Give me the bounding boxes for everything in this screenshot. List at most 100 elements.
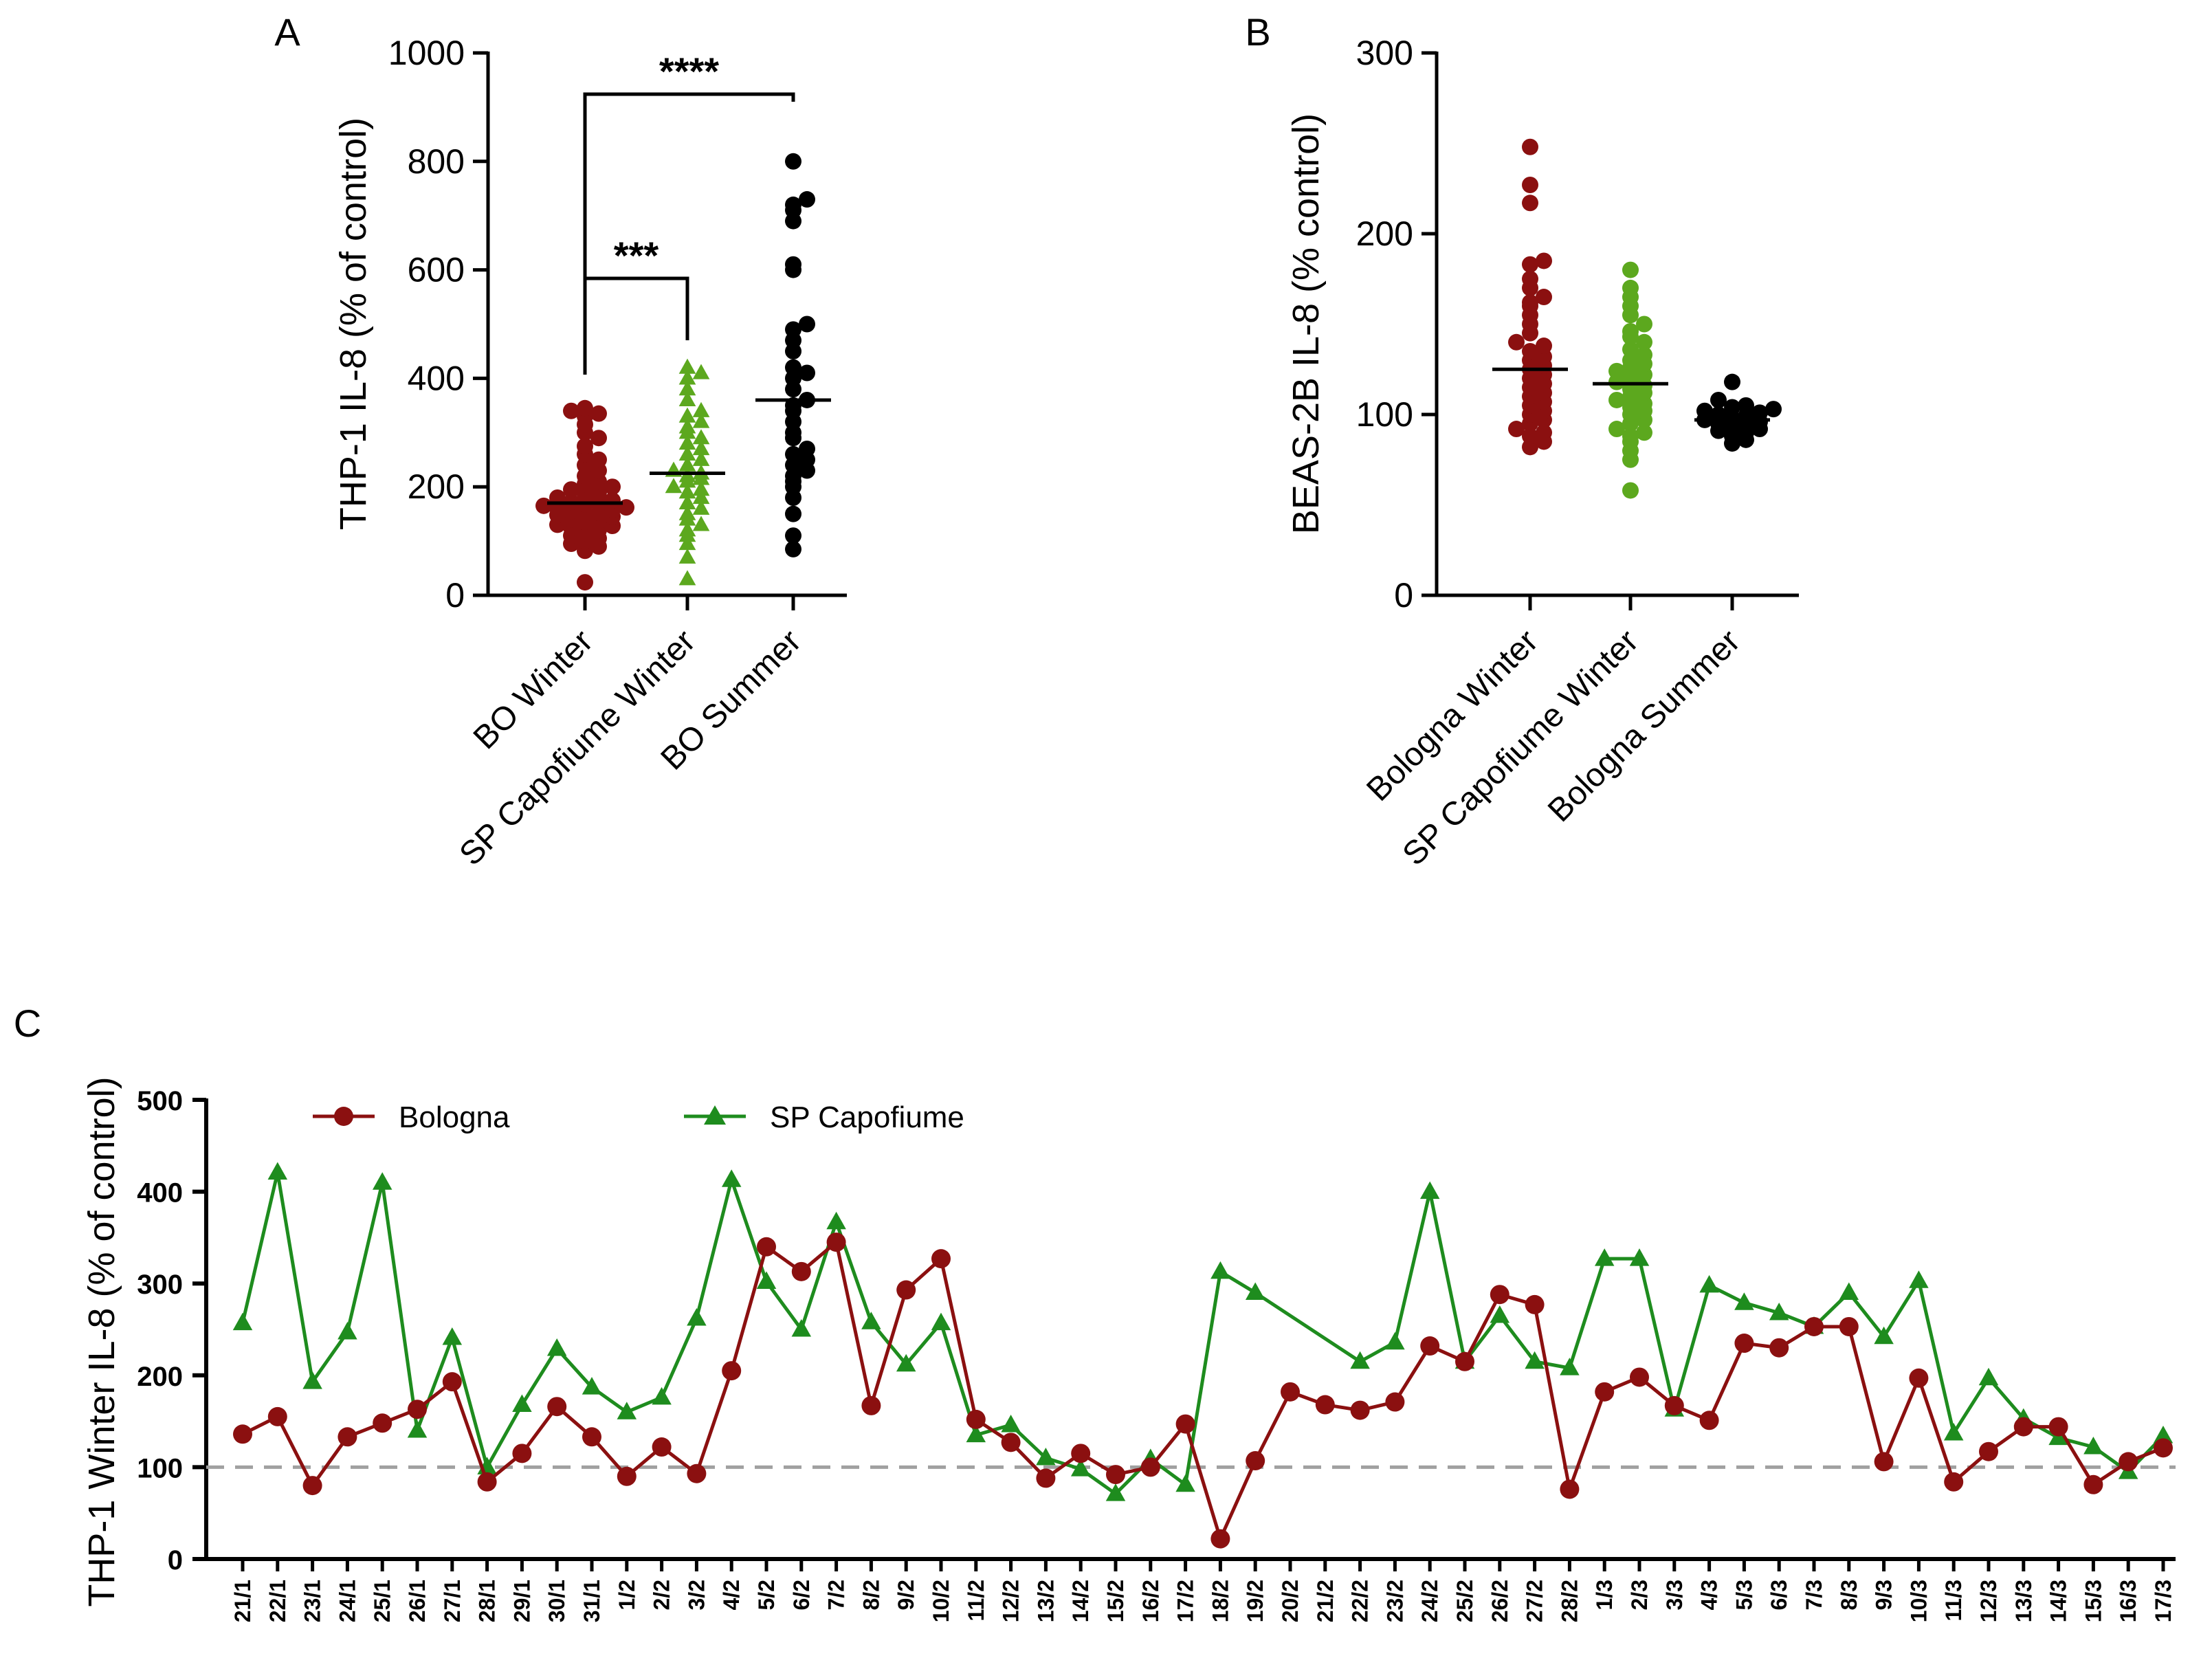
panel-c-date-label: 17/2 <box>1173 1580 1198 1622</box>
panel-c-point-bologna <box>2048 1417 2068 1437</box>
panel-c-point-sp-capofiume <box>1036 1448 1056 1466</box>
panel-c-point-bologna <box>373 1413 392 1433</box>
panel-c-date-label: 10/2 <box>929 1580 953 1622</box>
panel-c-point-bologna <box>931 1249 951 1269</box>
panel-c-point-bologna <box>1001 1433 1021 1452</box>
panel-c-point-bologna <box>267 1406 287 1426</box>
panel-c-point-sp-capofiume <box>407 1419 428 1438</box>
panel-a-point-sp-capofiume-winter <box>678 434 696 450</box>
panel-c-point-bologna <box>1909 1368 1929 1388</box>
panel-c-point-sp-capofiume <box>1629 1248 1650 1266</box>
panel-a-y-tick-label: 600 <box>408 251 465 289</box>
panel-a-point-sp-capofiume-winter <box>678 570 696 586</box>
panel-a-point-bo-winter <box>590 405 607 422</box>
panel-c-point-bologna <box>1944 1472 1964 1492</box>
panel-a-point-sp-capofiume-winter <box>692 439 710 456</box>
panel-c-date-label: 23/1 <box>300 1580 325 1622</box>
panel-b-point-sp-capofiume-winter <box>1608 421 1625 438</box>
panel-a-y-tick-label: 400 <box>408 359 465 397</box>
panel-c-point-bologna <box>1630 1367 1649 1387</box>
panel-c-date-label: 29/1 <box>509 1580 534 1622</box>
panel-c-point-sp-capofiume <box>512 1394 532 1413</box>
panel-c-point-bologna <box>1281 1382 1300 1402</box>
panel-b-point-bologna-winter <box>1522 428 1538 445</box>
panel-c-date-label: 27/2 <box>1523 1580 1547 1622</box>
panel-c-point-bologna <box>1350 1400 1370 1420</box>
panel-c-point-bologna <box>1246 1451 1265 1471</box>
panel-c-y-tick-label: 200 <box>137 1362 183 1392</box>
panel-a-point-bo-winter <box>590 451 607 468</box>
panel-b-point-sp-capofiume-winter <box>1622 323 1639 340</box>
panel-a-point-bo-summer <box>785 153 801 170</box>
panel-a-point-bo-summer <box>799 316 815 333</box>
panel-a-point-bo-summer <box>785 540 801 557</box>
panel-b-point-bologna-summer <box>1696 402 1713 419</box>
panel-c-date-label: 14/3 <box>2046 1580 2071 1622</box>
panel-c-date-label: 13/2 <box>1033 1580 1058 1622</box>
panel-b-point-bologna-winter <box>1508 421 1525 438</box>
panel-c-point-bologna <box>1140 1457 1160 1477</box>
panel-c-point-bologna <box>1734 1334 1754 1353</box>
panel-a-point-sp-capofiume-winter <box>678 369 696 385</box>
panel-c-point-bologna <box>791 1261 811 1281</box>
panel-c-date-label: 25/2 <box>1452 1580 1477 1622</box>
panel-c-y-tick-label: 100 <box>137 1453 183 1483</box>
panel-b-point-sp-capofiume-winter <box>1636 346 1652 364</box>
panel-c-date-label: 20/2 <box>1278 1580 1303 1622</box>
panel-c-y-tick-label: 300 <box>137 1270 183 1300</box>
panel-c-point-bologna <box>826 1233 846 1252</box>
panel-c-point-bologna <box>757 1237 776 1257</box>
panel-c-point-bologna <box>966 1409 986 1429</box>
panel-c-date-label: 23/2 <box>1382 1580 1407 1622</box>
legend-bologna-label: Bologna <box>399 1101 510 1134</box>
panel-c-point-sp-capofiume <box>1001 1414 1021 1433</box>
panel-a-point-sp-capofiume-winter <box>692 516 710 531</box>
panel-a-point-bo-summer <box>799 364 815 382</box>
panel-c-point-bologna <box>722 1361 742 1381</box>
panel-b-y-tick-label: 200 <box>1356 214 1413 253</box>
panel-c-point-sp-capofiume <box>2153 1425 2174 1444</box>
panel-c-point-bologna <box>512 1444 532 1463</box>
panel-b-point-bologna-winter <box>1508 333 1525 351</box>
panel-a-y-tick-label: 1000 <box>388 34 465 72</box>
panel-c-point-bologna <box>2013 1417 2033 1437</box>
panel-c-point-bologna <box>477 1472 497 1492</box>
panel-b-category-label-bologna-winter: Bologna Winter <box>1360 623 1545 808</box>
panel-c-point-bologna <box>617 1466 637 1486</box>
panel-c-y-tick-label: 500 <box>137 1086 183 1116</box>
panel-c-date-label: 5/2 <box>754 1580 779 1610</box>
panel-label-c: C <box>14 1002 41 1045</box>
panel-b-point-sp-capofiume-winter <box>1608 362 1625 379</box>
panel-c-point-bologna <box>408 1400 427 1419</box>
panel-c-point-bologna <box>1664 1395 1684 1415</box>
panel-b-point-sp-capofiume-winter <box>1622 482 1639 499</box>
panel-c-date-label: 10/3 <box>1906 1580 1931 1622</box>
panel-c-point-bologna <box>2119 1452 2138 1472</box>
panel-c-date-label: 24/1 <box>335 1580 360 1622</box>
panel-b-point-sp-capofiume-winter <box>1636 424 1652 441</box>
panel-a-point-sp-capofiume-winter <box>692 364 710 379</box>
panel-c-point-bologna <box>652 1437 672 1457</box>
panel-c-date-label: 30/1 <box>544 1580 569 1622</box>
panel-c-point-sp-capofiume <box>1594 1248 1615 1266</box>
panel-a-point-sp-capofiume-winter <box>678 407 696 423</box>
panel-c-date-label: 7/3 <box>1802 1580 1826 1610</box>
panel-c-point-sp-capofiume <box>2083 1437 2103 1455</box>
panel-c-point-sp-capofiume <box>1769 1302 1789 1320</box>
panel-a-y-tick-label: 0 <box>445 576 465 615</box>
panel-a-point-sp-capofiume-winter <box>692 450 710 466</box>
panel-c-date-label: 15/3 <box>2081 1580 2105 1622</box>
panel-c-point-bologna <box>2154 1438 2173 1458</box>
panel-a-point-bo-summer <box>785 196 801 213</box>
panel-c-point-bologna <box>1420 1336 1440 1356</box>
panel-b-point-sp-capofiume-winter <box>1622 428 1639 445</box>
panel-label-a: A <box>274 10 300 54</box>
panel-c-date-label: 27/1 <box>440 1580 465 1622</box>
panel-c-date-label: 3/2 <box>684 1580 709 1610</box>
panel-c-point-bologna <box>1560 1479 1580 1499</box>
legend: Bologna SP Capofiume <box>313 1101 964 1134</box>
panel-c-point-bologna <box>1071 1444 1091 1463</box>
panel-c-date-label: 4/2 <box>719 1580 744 1610</box>
panel-c-point-sp-capofiume <box>1175 1474 1195 1492</box>
